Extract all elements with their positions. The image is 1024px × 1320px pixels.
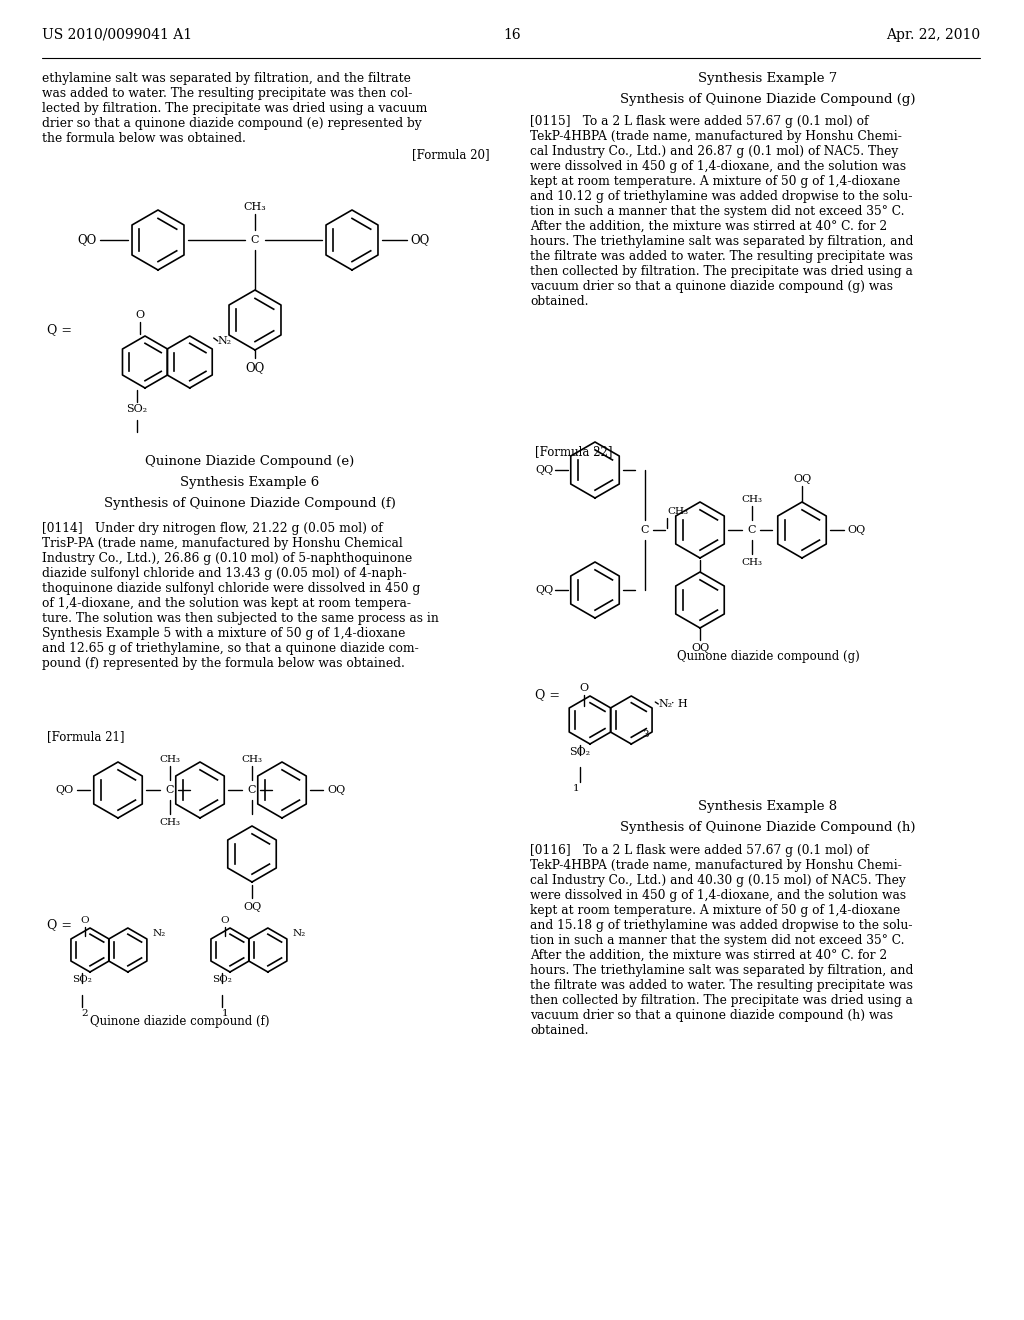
Text: CH₃: CH₃	[160, 755, 180, 764]
Text: [0116] To a 2 L flask were added 57.67 g (0.1 mol) of
TekP-4HBPA (trade name, ma: [0116] To a 2 L flask were added 57.67 g…	[530, 843, 913, 1038]
Text: CH₃: CH₃	[244, 202, 266, 213]
Text: O: O	[221, 916, 229, 925]
Text: [0115] To a 2 L flask were added 57.67 g (0.1 mol) of
TekP-4HBPA (trade name, ma: [0115] To a 2 L flask were added 57.67 g…	[530, 115, 913, 308]
Text: OQ: OQ	[847, 525, 865, 535]
Text: [Formula 21]: [Formula 21]	[47, 730, 125, 743]
Text: N₂: N₂	[658, 700, 673, 709]
Text: CH₃: CH₃	[667, 507, 688, 516]
Text: 16: 16	[503, 28, 521, 42]
Text: [Formula 22]: [Formula 22]	[535, 445, 612, 458]
Text: QO: QO	[78, 234, 97, 247]
Text: CH₃: CH₃	[741, 558, 763, 568]
Text: Synthesis of Quinone Diazide Compound (f): Synthesis of Quinone Diazide Compound (f…	[104, 498, 396, 510]
Text: OQ: OQ	[246, 360, 264, 374]
Text: QO: QO	[55, 785, 74, 795]
Text: CH₃: CH₃	[741, 495, 763, 504]
Text: 1: 1	[221, 1008, 228, 1018]
Text: C: C	[248, 785, 256, 795]
Text: Synthesis of Quinone Diazide Compound (g): Synthesis of Quinone Diazide Compound (g…	[621, 92, 915, 106]
Text: N₂: N₂	[293, 928, 306, 937]
Text: Quinone diazide compound (f): Quinone diazide compound (f)	[90, 1015, 269, 1028]
Text: Synthesis Example 6: Synthesis Example 6	[180, 477, 319, 488]
Text: 3: 3	[642, 730, 648, 739]
Text: SO₂: SO₂	[212, 975, 232, 983]
Text: O: O	[135, 310, 144, 319]
Text: Q =: Q =	[535, 689, 560, 701]
Text: SO₂: SO₂	[126, 404, 147, 414]
Text: Q =: Q =	[47, 323, 72, 337]
Text: · H: · H	[672, 700, 688, 709]
Text: Synthesis Example 7: Synthesis Example 7	[698, 73, 838, 84]
Text: N₂: N₂	[218, 337, 231, 346]
Text: CH₃: CH₃	[160, 818, 180, 828]
Text: US 2010/0099041 A1: US 2010/0099041 A1	[42, 28, 193, 42]
Text: C: C	[748, 525, 757, 535]
Text: 1: 1	[572, 784, 580, 793]
Text: SO₂: SO₂	[72, 975, 92, 983]
Text: C: C	[251, 235, 259, 246]
Text: Synthesis of Quinone Diazide Compound (h): Synthesis of Quinone Diazide Compound (h…	[621, 821, 915, 834]
Text: 2: 2	[82, 1008, 88, 1018]
Text: QQ: QQ	[535, 585, 553, 595]
Text: O: O	[81, 916, 89, 925]
Text: N₂: N₂	[153, 928, 166, 937]
Text: ethylamine salt was separated by filtration, and the filtrate
was added to water: ethylamine salt was separated by filtrat…	[42, 73, 427, 145]
Text: Q =: Q =	[47, 919, 72, 932]
Text: OQ: OQ	[691, 643, 710, 653]
Text: QQ: QQ	[535, 465, 553, 475]
Text: Synthesis Example 8: Synthesis Example 8	[698, 800, 838, 813]
Text: SO₂: SO₂	[569, 747, 591, 756]
Text: Apr. 22, 2010: Apr. 22, 2010	[886, 28, 980, 42]
Text: Quinone diazide compound (g): Quinone diazide compound (g)	[677, 649, 859, 663]
Text: CH₃: CH₃	[242, 755, 262, 764]
Text: OQ: OQ	[327, 785, 345, 795]
Text: OQ: OQ	[793, 474, 811, 484]
Text: Quinone Diazide Compound (e): Quinone Diazide Compound (e)	[145, 455, 354, 469]
Text: C: C	[641, 525, 649, 535]
Text: [0114] Under dry nitrogen flow, 21.22 g (0.05 mol) of
TrisP-PA (trade name, manu: [0114] Under dry nitrogen flow, 21.22 g …	[42, 521, 439, 671]
Text: OQ: OQ	[410, 234, 429, 247]
Text: OQ: OQ	[243, 902, 261, 912]
Text: O: O	[580, 682, 589, 693]
Text: C: C	[166, 785, 174, 795]
Text: [Formula 20]: [Formula 20]	[413, 148, 490, 161]
